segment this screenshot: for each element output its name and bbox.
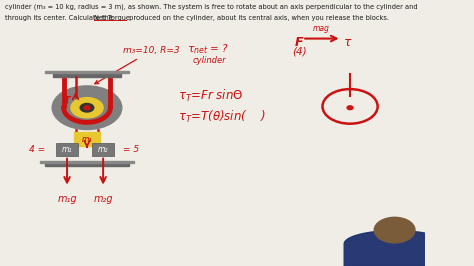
Bar bbox=[92, 143, 114, 156]
Bar bbox=[40, 161, 134, 163]
Bar bbox=[53, 73, 121, 77]
Text: through its center. Calculate the: through its center. Calculate the bbox=[5, 15, 115, 22]
Circle shape bbox=[52, 86, 122, 130]
Text: T: T bbox=[64, 96, 70, 106]
Text: cylinder: cylinder bbox=[193, 56, 227, 65]
Text: $\mathit{\tau}_T$=T($\theta$)sin(    ): $\mathit{\tau}_T$=T($\theta$)sin( ) bbox=[178, 109, 266, 125]
Text: F: F bbox=[295, 36, 303, 49]
Text: Net Torque: Net Torque bbox=[94, 15, 130, 22]
Text: m₂g: m₂g bbox=[93, 194, 113, 204]
Bar bbox=[56, 143, 78, 156]
Text: = ?: = ? bbox=[210, 44, 228, 54]
Text: m₁g: m₁g bbox=[57, 194, 77, 204]
Text: = 5: = 5 bbox=[123, 145, 139, 154]
Text: (4): (4) bbox=[292, 47, 307, 57]
Circle shape bbox=[71, 98, 103, 118]
Text: $\mathit{\tau}_{net}$: $\mathit{\tau}_{net}$ bbox=[187, 44, 209, 56]
Circle shape bbox=[374, 217, 415, 243]
Circle shape bbox=[80, 103, 94, 112]
Text: $\mathit{\tau}_T$=Fr sin$\Theta$: $\mathit{\tau}_T$=Fr sin$\Theta$ bbox=[178, 88, 243, 104]
Circle shape bbox=[84, 106, 90, 110]
Text: produced on the cylinder, about its central axis, when you release the blocks.: produced on the cylinder, about its cent… bbox=[127, 15, 389, 22]
Text: m₃: m₃ bbox=[82, 135, 92, 144]
Text: m₁: m₁ bbox=[62, 145, 72, 154]
Text: m₂: m₂ bbox=[98, 145, 108, 154]
Bar bbox=[45, 163, 129, 166]
Bar bbox=[74, 132, 100, 146]
Text: $\mathit{\tau}$: $\mathit{\tau}$ bbox=[343, 36, 353, 49]
Text: 4 =: 4 = bbox=[29, 145, 45, 154]
Circle shape bbox=[347, 106, 353, 110]
Text: m₃=10, R=3: m₃=10, R=3 bbox=[95, 46, 180, 84]
Text: cylinder (m₃ = 10 kg, radius = 3 m), as shown. The system is free to rotate abou: cylinder (m₃ = 10 kg, radius = 3 m), as … bbox=[5, 4, 418, 10]
Bar bbox=[45, 71, 129, 73]
Text: mag: mag bbox=[313, 24, 330, 33]
